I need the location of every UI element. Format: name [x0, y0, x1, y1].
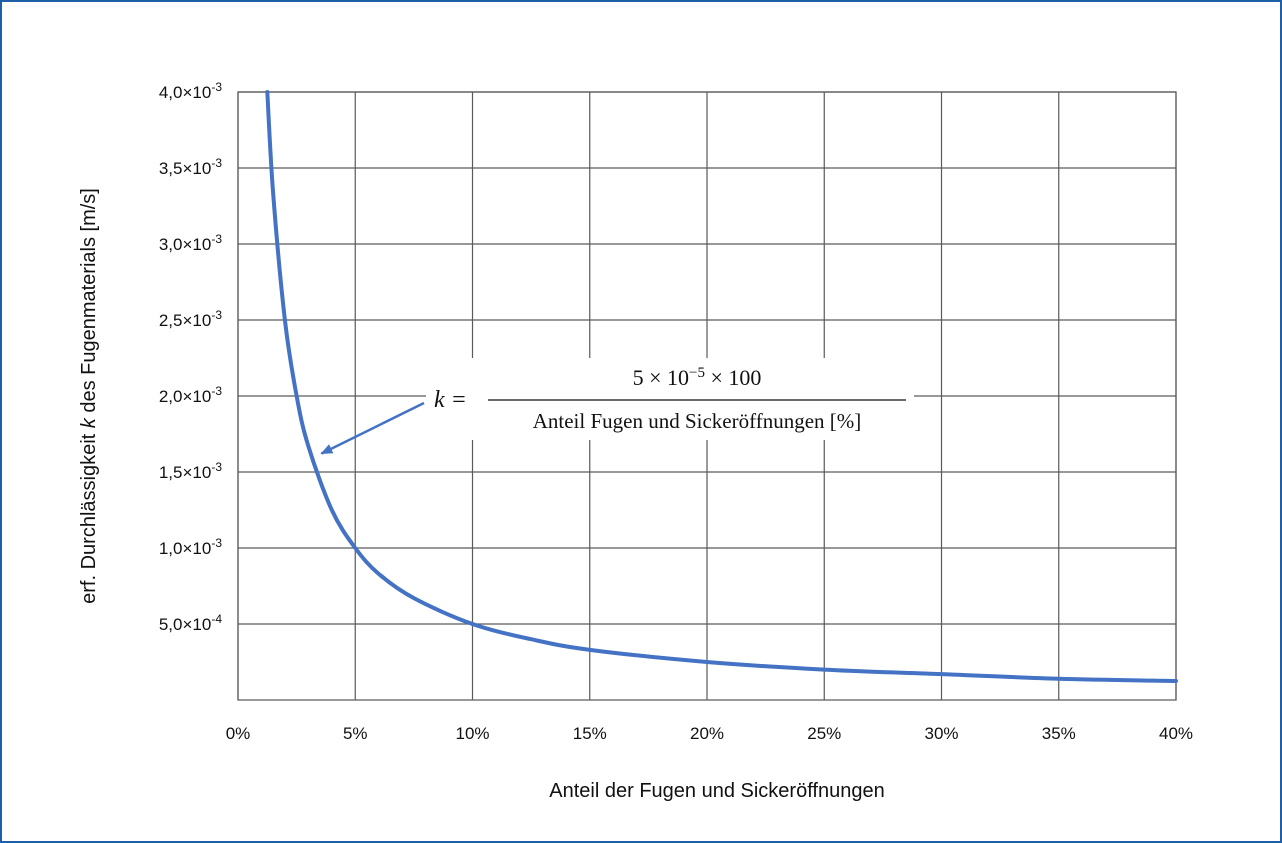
- formula-denominator: Anteil Fugen und Sickeröffnungen [%]: [533, 409, 862, 433]
- formula-background: [426, 358, 914, 440]
- y-tick-label: 1,0×10-3: [159, 536, 222, 558]
- x-axis-title: Anteil der Fugen und Sickeröffnungen: [549, 780, 884, 802]
- x-tick-label: 20%: [690, 724, 724, 743]
- formula-annotation: k = 5 × 10−5 × 100 Anteil Fugen und Sick…: [320, 358, 914, 455]
- annotation-arrow: [320, 401, 425, 455]
- x-tick-label: 10%: [455, 724, 489, 743]
- y-tick-label: 3,5×10-3: [159, 156, 222, 178]
- y-tick-label: 3,0×10-3: [159, 232, 222, 254]
- x-tick-label: 0%: [226, 724, 251, 743]
- y-tick-label: 2,5×10-3: [159, 308, 222, 330]
- y-tick-labels: 5,0×10-4 1,0×10-3 1,5×10-3 2,0×10-3 2,5×10-3…: [159, 80, 222, 634]
- x-tick-label: 40%: [1159, 724, 1193, 743]
- y-axis-title-symbol: k: [78, 417, 100, 428]
- x-tick-label: 35%: [1042, 724, 1076, 743]
- x-tick-label: 25%: [807, 724, 841, 743]
- y-tick-label: 2,0×10-3: [159, 384, 222, 406]
- y-tick-label: 4,0×10-3: [159, 80, 222, 102]
- formula-lhs: k =: [434, 387, 467, 413]
- x-tick-label: 5%: [343, 724, 368, 743]
- x-tick-label: 30%: [924, 724, 958, 743]
- plot-border: [237, 91, 1177, 701]
- y-tick-label: 1,5×10-3: [159, 460, 222, 482]
- y-axis-title: erf. Durchlässigkeit k des Fugenmaterial…: [78, 188, 100, 604]
- y-axis-title-part2: des Fugenmaterials [m/s]: [78, 188, 100, 418]
- y-tick-label: 5,0×10-4: [159, 612, 222, 634]
- formula-numerator-tail: × 100: [705, 365, 761, 390]
- formula-numerator-exp: −5: [689, 365, 705, 381]
- y-axis-title-part1: erf. Durchlässigkeit: [78, 428, 100, 604]
- formula-numerator-base: 5 × 10: [633, 365, 689, 390]
- series-line: [265, 90, 1178, 683]
- x-tick-labels: 0% 5% 10% 15% 20% 25% 30% 35% 40%: [226, 724, 1193, 743]
- formula-numerator: 5 × 10−5 × 100: [633, 365, 762, 390]
- x-tick-label: 15%: [573, 724, 607, 743]
